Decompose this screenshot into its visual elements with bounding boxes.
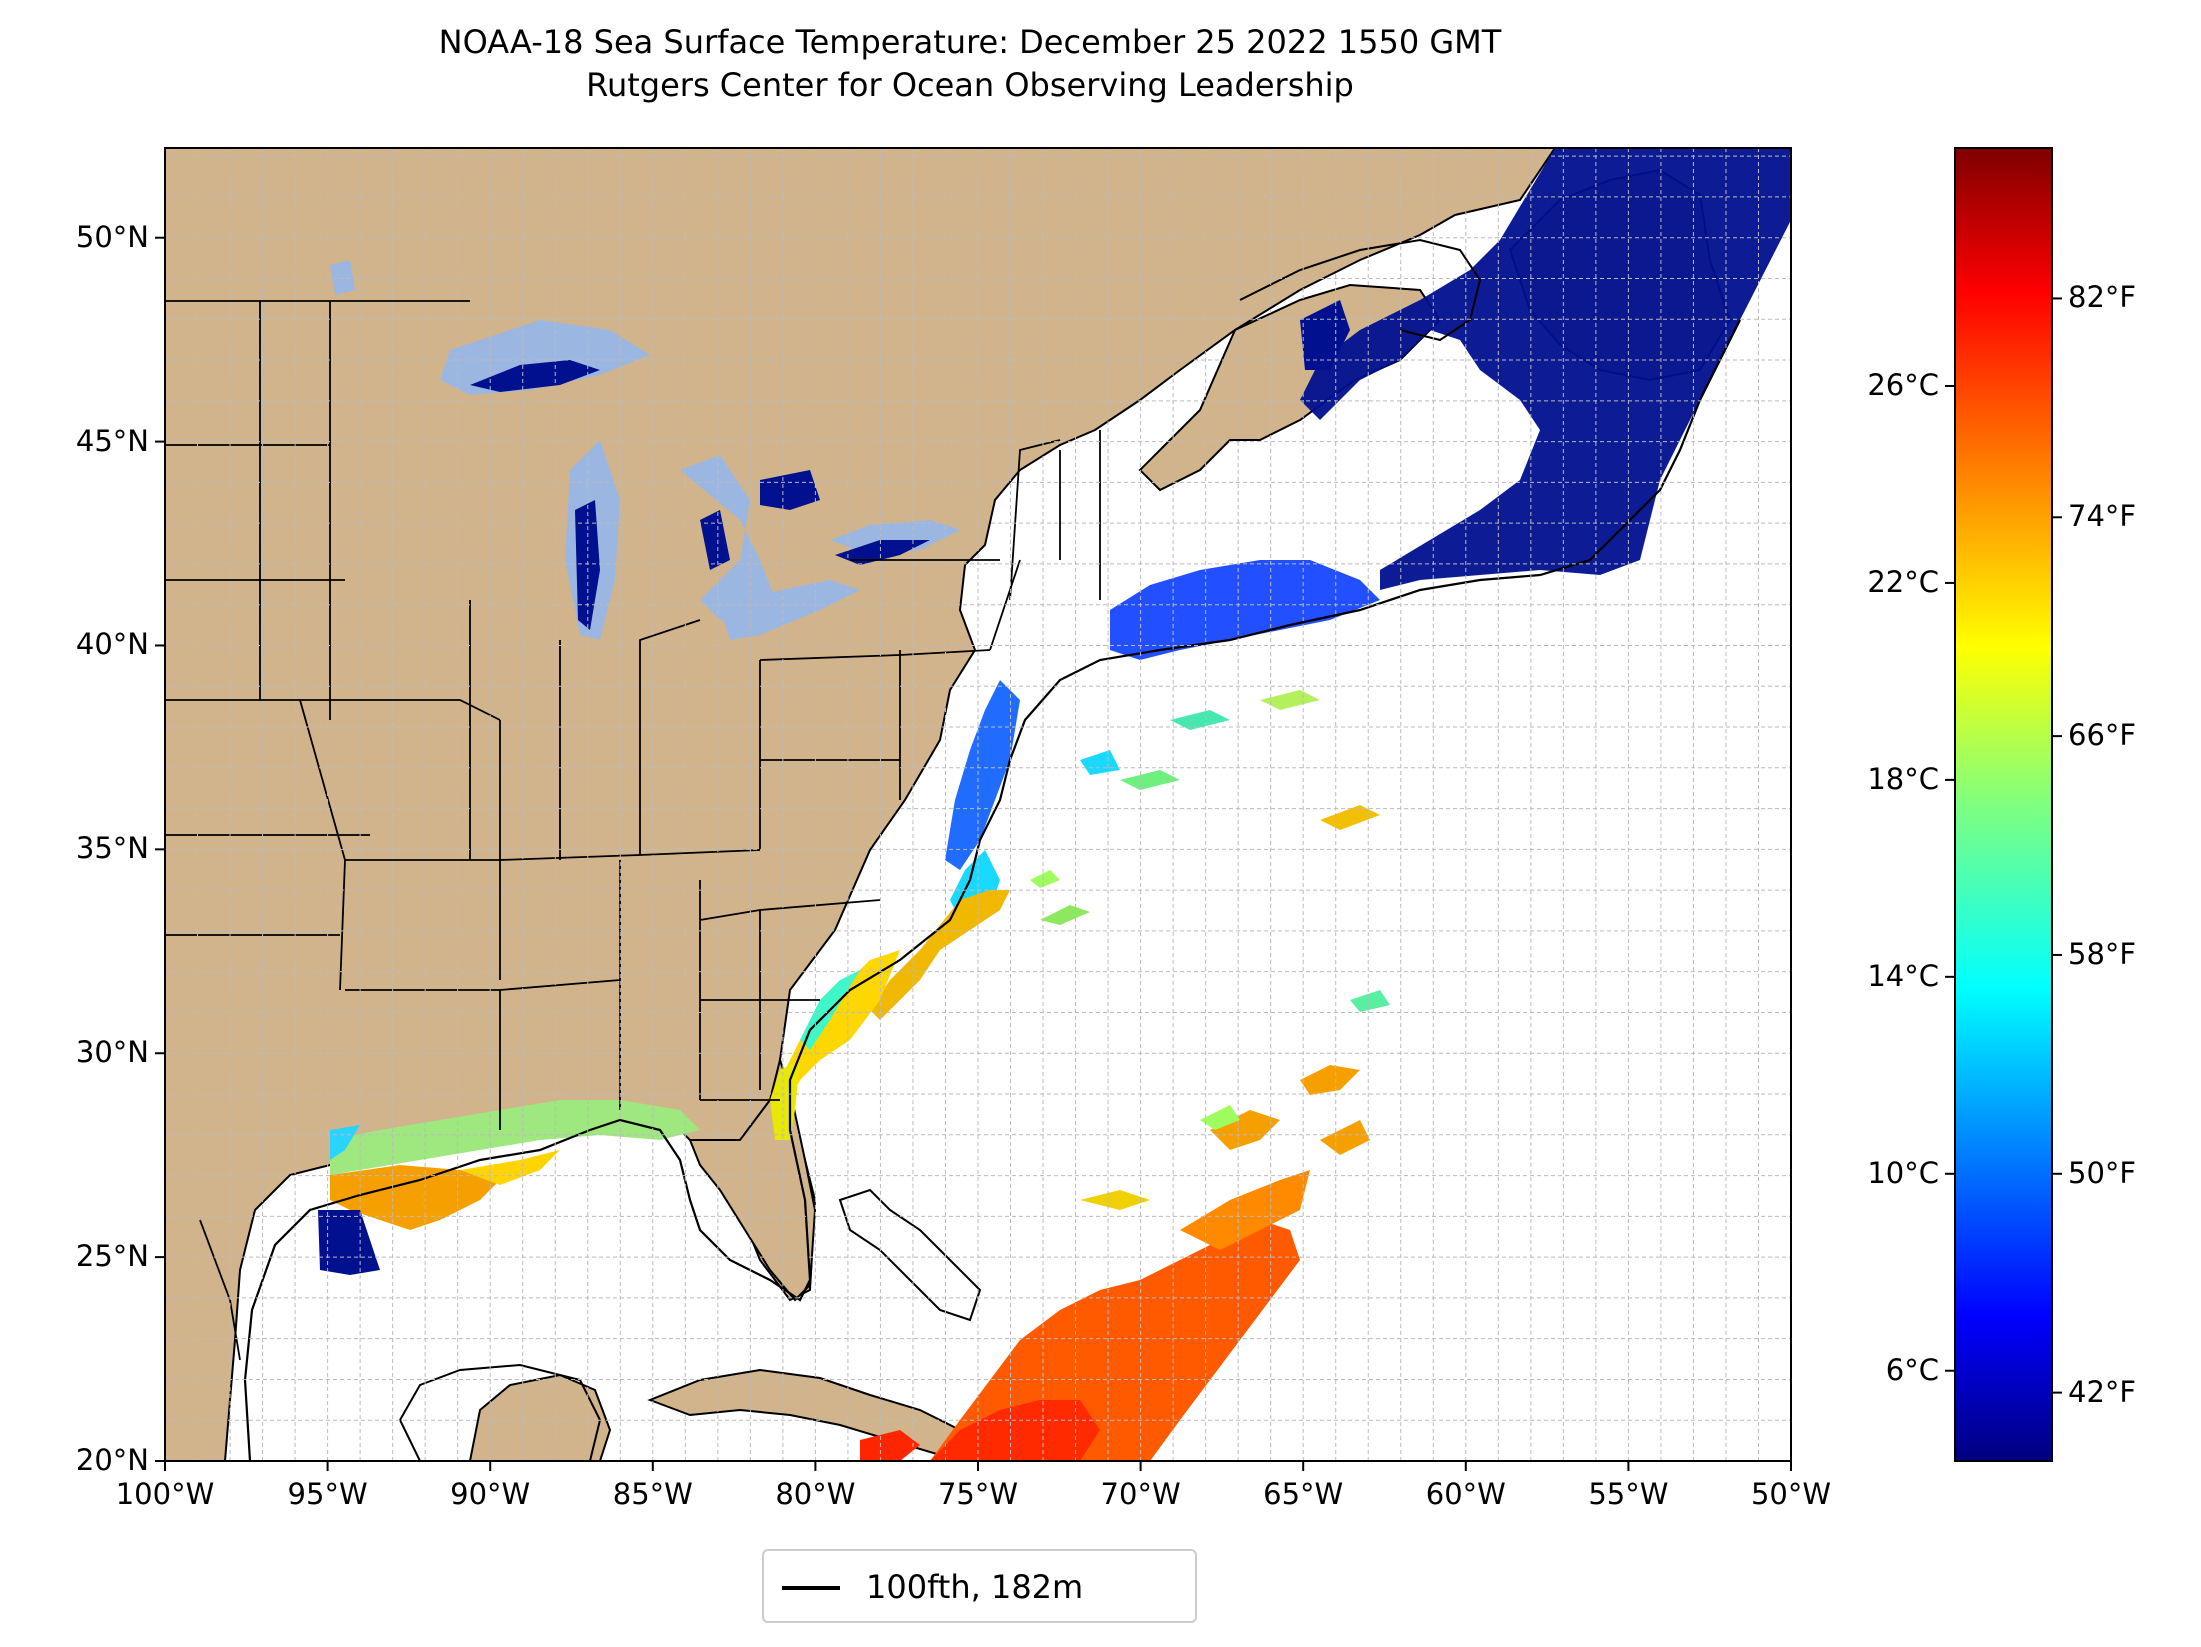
lon-tick-label: 90°W bbox=[450, 1477, 531, 1511]
sst-caribbean-red bbox=[930, 1400, 1100, 1461]
isobath-100fth-north bbox=[1239, 238, 1482, 342]
lat-tick-label: 40°N bbox=[75, 627, 149, 662]
colorbar-f-label: 82°F bbox=[2068, 280, 2137, 315]
state-borders bbox=[165, 300, 1101, 1361]
map-title-line1: NOAA-18 Sea Surface Temperature: Decembe… bbox=[438, 23, 1502, 61]
lat-tick-label: 35°N bbox=[75, 831, 149, 866]
lat-tick-label: 20°N bbox=[75, 1443, 149, 1477]
lon-tick-label: 50°W bbox=[1750, 1477, 1832, 1511]
lon-tick-label: 70°W bbox=[1100, 1477, 1181, 1511]
lat-tick-label: 45°N bbox=[75, 423, 149, 458]
axis-ticks bbox=[155, 236, 1792, 1471]
isobath-100fth-bahamas bbox=[838, 1188, 982, 1322]
sst-georgia-shelf bbox=[770, 1060, 800, 1140]
lon-tick-label: 100°W bbox=[115, 1477, 215, 1511]
colorbar bbox=[1954, 147, 2053, 1462]
isobath-100fth-line bbox=[243, 319, 1741, 1461]
sst-gulf-of-maine bbox=[1110, 560, 1380, 660]
lat-tick-label: 25°N bbox=[75, 1239, 149, 1274]
sst-caribbean-orange-edge bbox=[1180, 1170, 1310, 1250]
colorbar-c-label: 6°C bbox=[1885, 1352, 1939, 1387]
sst-cold-north-band bbox=[1300, 148, 1791, 590]
sst-gulf-warm bbox=[330, 1165, 500, 1230]
graticule bbox=[165, 148, 1791, 1461]
colorbar-f-label: 58°F bbox=[2068, 936, 2137, 971]
lon-tick-label: 80°W bbox=[775, 1477, 856, 1511]
lat-tick-label: 50°N bbox=[75, 219, 149, 254]
legend-line-swatch bbox=[782, 1586, 840, 1590]
colorbar-c-label: 22°C bbox=[1867, 564, 1939, 599]
legend: 100fth, 182m bbox=[762, 1549, 1197, 1623]
sst-texas-cold bbox=[318, 1210, 380, 1275]
colorbar-c-label: 18°C bbox=[1867, 761, 1939, 796]
colorbar-c-label: 14°C bbox=[1867, 958, 1939, 993]
lon-tick-label: 75°W bbox=[937, 1477, 1019, 1511]
lon-tick-label: 55°W bbox=[1588, 1477, 1669, 1511]
colorbar-c-label: 10°C bbox=[1867, 1155, 1939, 1190]
sst-southeast-shelf bbox=[780, 950, 900, 1120]
lon-tick-label: 85°W bbox=[612, 1477, 693, 1511]
sst-texas-coast-cyan bbox=[330, 1125, 360, 1160]
colorbar-f-label: 74°F bbox=[2068, 499, 2137, 534]
lake-cold-sst bbox=[470, 360, 930, 630]
sst-gulf-coast-north bbox=[330, 1100, 700, 1175]
sst-cuba-south-red bbox=[860, 1430, 920, 1461]
colorbar-f-label: 66°F bbox=[2068, 718, 2137, 753]
sst-scattered-patches bbox=[1030, 690, 1390, 1210]
colorbar-f-label: 50°F bbox=[2068, 1155, 2137, 1190]
lon-tick-label: 60°W bbox=[1425, 1477, 1506, 1511]
map-title-line2: Rutgers Center for Ocean Observing Leade… bbox=[586, 66, 1354, 104]
sst-caribbean-warm bbox=[930, 1220, 1300, 1461]
lon-tick-label: 65°W bbox=[1263, 1477, 1344, 1511]
colorbar-ticks bbox=[1945, 297, 2062, 1394]
colorbar-c-label: 26°C bbox=[1867, 367, 1939, 402]
legend-label: 100fth, 182m bbox=[866, 1568, 1084, 1606]
land-yucatan bbox=[468, 1373, 612, 1461]
colorbar-f-label: 42°F bbox=[2068, 1374, 2137, 1409]
lon-tick-label: 95°W bbox=[287, 1477, 368, 1511]
lat-tick-label: 30°N bbox=[75, 1035, 149, 1070]
sst-labrador-cold bbox=[1300, 300, 1350, 370]
sst-gulf-yellow bbox=[460, 1150, 560, 1185]
sst-hatteras-warm bbox=[870, 890, 1010, 1020]
